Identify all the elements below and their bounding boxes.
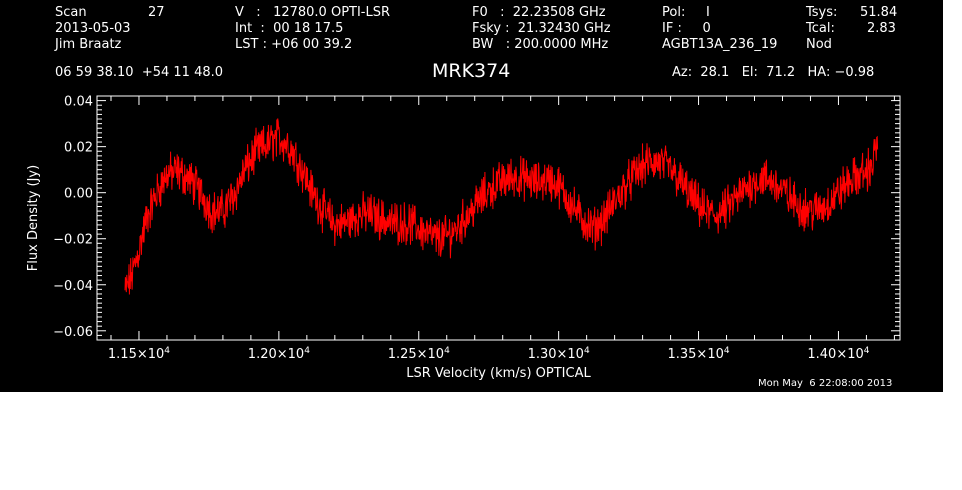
x-tick-label: 1.40×104 (807, 346, 869, 362)
chart-title: MRK374 (432, 60, 511, 82)
y-axis-label: Flux Density (Jy) (26, 165, 41, 271)
x-tick-label: 1.20×104 (248, 346, 310, 362)
spectrum-trace (124, 118, 879, 295)
x-tick-label: 1.25×104 (388, 346, 450, 362)
scan-number: 27 (148, 5, 165, 20)
y-tick-label: 0.02 (64, 141, 93, 156)
x-tick-label: 1.30×104 (528, 346, 590, 362)
pointing-readout: Az: 28.1 El: 71.2 HA: −0.98 (672, 65, 875, 80)
plot-frame (96, 95, 901, 341)
bandwidth: BW : 200.0000 MHz (472, 37, 609, 52)
y-tick-label: −0.06 (53, 325, 93, 340)
tcal-value: 2.83 (867, 21, 896, 36)
y-tick-label: 0.04 (64, 95, 93, 110)
polarization: Pol: I (662, 5, 710, 20)
tsys-label: Tsys: (806, 5, 838, 20)
y-tick-label: 0.00 (64, 187, 93, 202)
project-id: AGBT13A_236_19 (662, 37, 778, 52)
source-coordinates: 06 59 38.10 +54 11 48.0 (55, 65, 224, 80)
scan-label: Scan (55, 5, 87, 20)
lst-readout: LST : +06 00 39.2 (235, 37, 353, 52)
y-tick-labels: −0.06 −0.04 −0.02 0.00 0.02 0.04 (53, 95, 93, 340)
tsys-value: 51.84 (860, 5, 898, 20)
observer-name: Jim Braatz (55, 37, 122, 52)
velocity-readout: V : 12780.0 OPTI-LSR (235, 5, 391, 20)
x-tick-label: 1.35×104 (667, 346, 729, 362)
x-axis-label: LSR Velocity (km/s) OPTICAL (406, 366, 591, 381)
x-tick-labels: 1.15×104 1.20×104 1.25×104 1.30×104 1.35×104… (108, 346, 870, 362)
observing-mode: Nod (806, 37, 832, 52)
observation-date: 2013-05-03 (55, 21, 131, 36)
if-number: IF : 0 (662, 21, 711, 36)
integration-readout: Int : 00 18 17.5 (235, 21, 344, 36)
x-tick-label: 1.15×104 (108, 346, 170, 362)
spectrum-plot: 1.15×104 1.20×104 1.25×104 1.30×104 1.35×104… (26, 95, 901, 381)
sky-frequency: Fsky : 21.32430 GHz (472, 21, 611, 36)
rest-frequency: F0 : 22.23508 GHz (472, 5, 606, 20)
tcal-label: Tcal: (806, 21, 835, 36)
plot-timestamp: Mon May 6 22:08:00 2013 (758, 378, 893, 389)
y-tick-label: −0.02 (53, 233, 93, 248)
y-tick-label: −0.04 (53, 279, 93, 294)
plot-panel: Scan 27 2013-05-03 Jim Braatz V : 12780.… (0, 0, 943, 392)
